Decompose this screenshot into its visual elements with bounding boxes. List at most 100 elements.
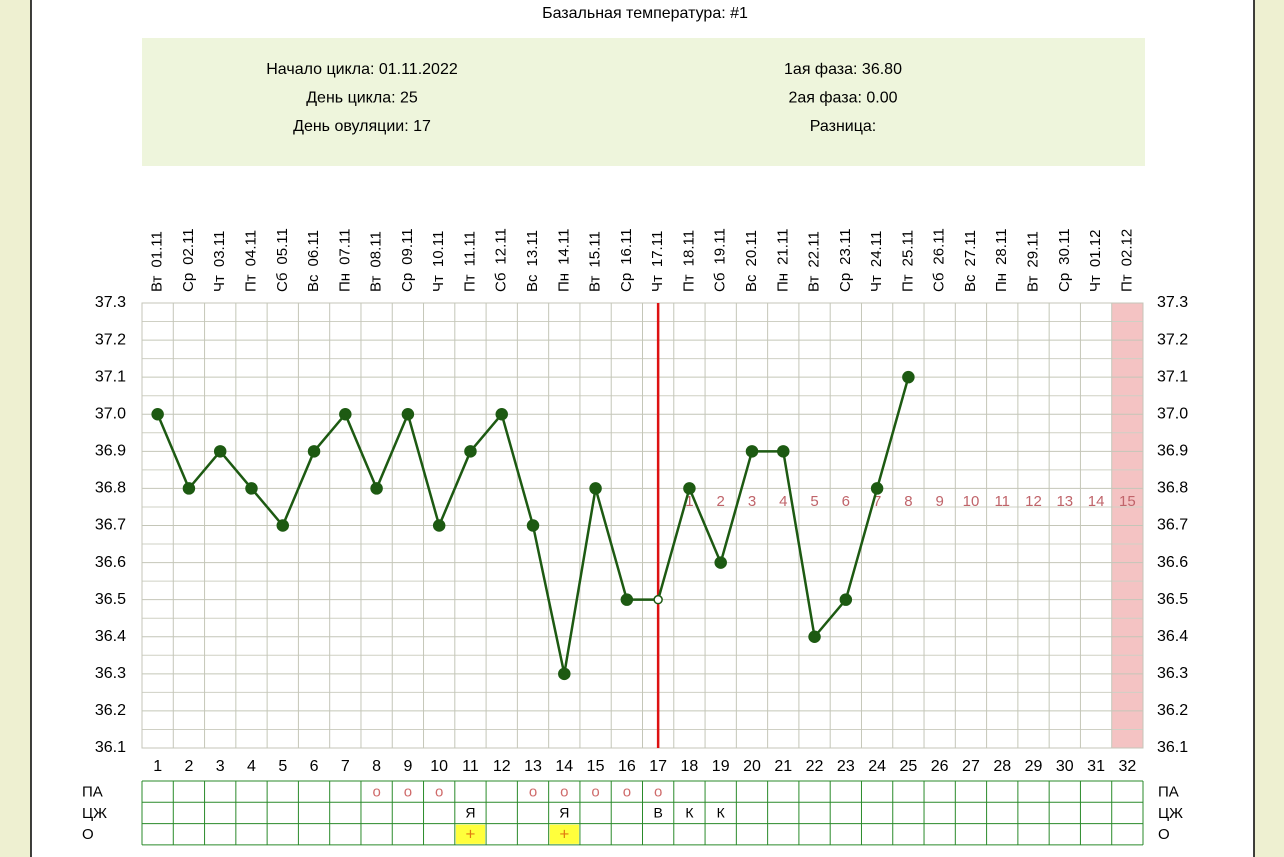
date: 19.11: [712, 228, 729, 264]
y-tick-label-right: 36.9: [1157, 443, 1188, 460]
date: 07.11: [336, 228, 353, 264]
date-label: Вт 29.11: [1024, 231, 1041, 292]
date-label: Вт 08.11: [368, 231, 385, 292]
y-tick-label-right: 36.1: [1157, 739, 1188, 756]
weekday: Пт: [242, 274, 259, 292]
date-label: Чт 01.12: [1087, 230, 1104, 292]
date: 02.11: [180, 228, 197, 264]
date-label: Ср 23.11: [837, 228, 854, 292]
temperature-point: [745, 445, 759, 458]
date-label: Ср 09.11: [399, 228, 416, 292]
info-right: 2ая фаза: 0.00: [788, 90, 897, 107]
y-tick-label: 36.4: [95, 628, 126, 645]
temperature-point: [276, 519, 290, 532]
date: 28.11: [993, 228, 1010, 264]
date: 18.11: [680, 230, 697, 266]
temperature-point: [902, 370, 915, 384]
temperature-point: [808, 630, 821, 643]
temperature-point: [495, 408, 508, 421]
y-tick-label-right: 37.3: [1157, 294, 1188, 311]
x-tick-label: 25: [899, 758, 917, 775]
x-tick-label: 9: [403, 758, 412, 775]
obs-highlight: [455, 824, 486, 844]
temperature-point: [589, 482, 602, 495]
x-tick-label: 19: [712, 758, 730, 775]
weekday: Чт: [1087, 275, 1104, 292]
date-label: Чт 03.11: [211, 231, 228, 292]
y-tick-label-right: 36.7: [1157, 517, 1188, 534]
date: 05.11: [274, 228, 291, 264]
obs-label: ЦЖ: [82, 805, 107, 822]
obs-cell: о: [435, 784, 443, 801]
x-tick-label: 23: [837, 758, 855, 775]
date-label: Ср 30.11: [1056, 228, 1073, 292]
y-tick-label: 37.2: [95, 331, 126, 348]
temperature-point: [620, 593, 634, 606]
y-tick-label-right: 36.8: [1157, 480, 1188, 497]
date: 02.12: [1118, 229, 1135, 267]
x-tick-label: 12: [493, 758, 511, 775]
phase2-count: 6: [842, 493, 850, 510]
temperature-point: [526, 519, 540, 532]
x-tick-label: 27: [962, 758, 980, 775]
date: 03.11: [211, 231, 228, 267]
date-label: Пн 21.11: [774, 228, 791, 292]
date-label: Чт 24.11: [868, 231, 885, 292]
y-tick-label: 36.2: [95, 702, 126, 719]
obs-cell: К: [685, 805, 694, 821]
phase2-count: 15: [1119, 493, 1136, 510]
phase2-count: 11: [994, 493, 1010, 510]
x-tick-label: 21: [774, 758, 792, 775]
date-label: Пт 04.11: [242, 230, 259, 292]
date: 15.11: [587, 231, 604, 267]
y-tick-label: 37.1: [95, 368, 126, 385]
date: 22.11: [806, 231, 823, 267]
temperature-point: [213, 445, 227, 458]
x-tick-label: 29: [1025, 758, 1043, 775]
weekday: Ср: [618, 273, 635, 292]
phase2-count: 3: [748, 493, 756, 510]
obs-label-right: ПА: [1158, 784, 1179, 801]
info-left: День цикла: 25: [306, 90, 418, 107]
weekday: Вс: [743, 274, 760, 292]
phase2-count: 2: [717, 493, 725, 510]
weekday: Вс: [962, 274, 979, 292]
x-tick-label: 6: [310, 758, 319, 775]
weekday: Пн: [774, 273, 791, 292]
date: 23.11: [837, 228, 854, 264]
date-label: Вс 13.11: [524, 230, 541, 292]
y-tick-label-right: 36.4: [1157, 628, 1188, 645]
weekday: Вт: [1024, 275, 1041, 292]
x-tick-label: 5: [278, 758, 287, 775]
date-label: Пн 14.11: [555, 228, 572, 292]
obs-cell: В: [653, 805, 662, 821]
weekday: Сб: [931, 273, 948, 292]
x-tick-label: 18: [681, 758, 699, 775]
weekday: Ср: [1056, 273, 1073, 292]
temperature-point: [245, 482, 258, 495]
y-tick-label: 36.8: [95, 480, 126, 497]
x-tick-label: 4: [247, 758, 256, 775]
y-tick-label-right: 37.0: [1157, 405, 1188, 422]
date-label: Сб 19.11: [712, 228, 729, 292]
obs-label: О: [82, 826, 94, 843]
date-label: Вс 27.11: [962, 230, 979, 292]
chart-title: Базальная температура: #1: [542, 5, 748, 22]
obs-cell: +: [559, 825, 569, 844]
temperature-point: [182, 482, 196, 495]
date: 10.11: [430, 231, 447, 267]
weekday: Ср: [837, 273, 854, 292]
date: 27.11: [962, 230, 979, 266]
date: 24.11: [868, 231, 885, 267]
weekday: Вс: [524, 274, 541, 292]
x-tick-label: 28: [993, 758, 1011, 775]
weekday: Сб: [493, 273, 510, 292]
date-label: Вт 22.11: [806, 231, 823, 292]
x-tick-label: 17: [649, 758, 667, 775]
date-label: Сб 12.11: [493, 228, 510, 292]
x-tick-label: 3: [216, 758, 225, 775]
date-label: Пн 07.11: [336, 228, 353, 292]
x-tick-label: 30: [1056, 758, 1074, 775]
date-label: Вс 20.11: [743, 230, 760, 292]
